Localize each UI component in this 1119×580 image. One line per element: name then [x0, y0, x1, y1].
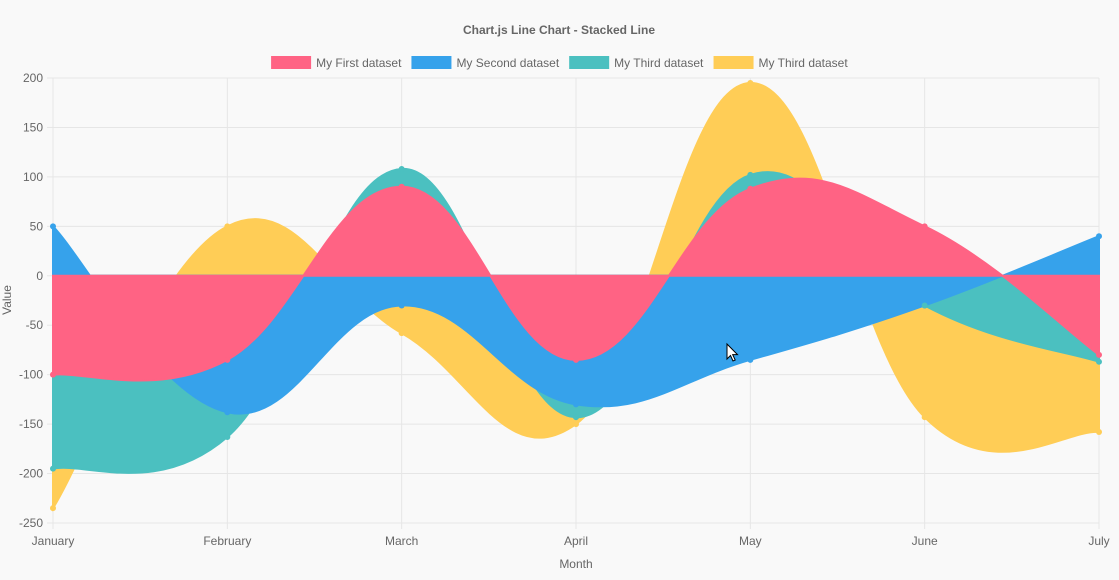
- data-point-s2-march: [398, 302, 405, 309]
- data-point-s4-april: [573, 421, 579, 428]
- x-tick-label: June: [912, 534, 938, 548]
- series-points: [50, 79, 1102, 512]
- x-tick-label: April: [564, 534, 588, 548]
- data-point-s4-june: [921, 414, 928, 421]
- data-point-s2-july: [1096, 233, 1102, 240]
- data-point-s4-february: [224, 223, 231, 230]
- data-point-s1-february: [224, 356, 231, 363]
- legend-swatch: [713, 56, 754, 69]
- data-point-s1-january: [50, 371, 56, 378]
- x-axis-title: Month: [559, 557, 592, 571]
- y-tick-label: -50: [26, 318, 44, 332]
- legend-item-3[interactable]: My Third dataset: [569, 56, 704, 70]
- data-point-s1-march: [398, 183, 405, 190]
- legend-swatch: [271, 56, 312, 69]
- legend-swatch: [569, 56, 610, 69]
- data-point-s3-january: [50, 465, 56, 472]
- x-axis: January February March April May June July: [32, 534, 1110, 548]
- data-point-s1-june: [921, 223, 928, 230]
- data-point-s4-may: [747, 79, 754, 86]
- x-tick-label: March: [385, 534, 418, 548]
- data-point-s1-april: [573, 356, 579, 363]
- y-tick-label: 200: [23, 71, 43, 85]
- data-point-s3-april: [573, 414, 579, 421]
- x-tick-label: May: [739, 534, 762, 548]
- data-point-s3-february: [224, 433, 231, 440]
- legend-label: My Second dataset: [456, 56, 559, 70]
- mouse-cursor-icon: [726, 342, 739, 362]
- y-tick-label: -250: [19, 516, 43, 530]
- data-point-s2-february: [224, 409, 231, 416]
- data-point-s3-may: [747, 171, 754, 178]
- data-point-s3-march: [398, 165, 405, 172]
- y-axis: -250 -200 -150 -100 -50 0 50 100 150 200: [19, 71, 43, 530]
- legend-label: My Third dataset: [614, 56, 704, 70]
- y-tick-label: -100: [19, 368, 43, 382]
- y-tick-label: 150: [23, 120, 43, 134]
- data-point-s2-april: [573, 401, 579, 408]
- y-tick-label: 0: [36, 269, 43, 283]
- data-point-s2-january: [50, 223, 56, 230]
- legend-swatch: [411, 56, 452, 69]
- legend: My First dataset My Second dataset My Thir…: [271, 56, 848, 70]
- y-tick-label: -200: [19, 467, 43, 481]
- legend-item-1[interactable]: My First dataset: [271, 56, 402, 70]
- y-axis-title: Value: [0, 285, 14, 315]
- x-tick-label: July: [1088, 534, 1109, 548]
- data-point-s1-may: [747, 185, 754, 192]
- data-point-s1-july: [1096, 351, 1102, 358]
- legend-label: My First dataset: [316, 56, 402, 70]
- data-point-s2-may: [747, 356, 754, 363]
- chart-title: Chart.js Line Chart - Stacked Line: [463, 23, 655, 37]
- legend-label: My Third dataset: [759, 56, 849, 70]
- x-tick-label: February: [203, 534, 251, 548]
- data-point-s4-july: [1096, 429, 1102, 436]
- data-point-s3-july: [1096, 358, 1102, 365]
- data-point-s4-january: [50, 505, 56, 512]
- y-tick-label: 50: [30, 219, 44, 233]
- legend-item-4[interactable]: My Third dataset: [713, 56, 849, 70]
- data-point-s3-june: [921, 302, 928, 309]
- y-tick-label: 100: [23, 170, 43, 184]
- data-point-s4-march: [398, 330, 405, 337]
- x-tick-label: January: [32, 534, 75, 548]
- y-tick-label: -150: [19, 417, 43, 431]
- legend-item-2[interactable]: My Second dataset: [411, 56, 560, 70]
